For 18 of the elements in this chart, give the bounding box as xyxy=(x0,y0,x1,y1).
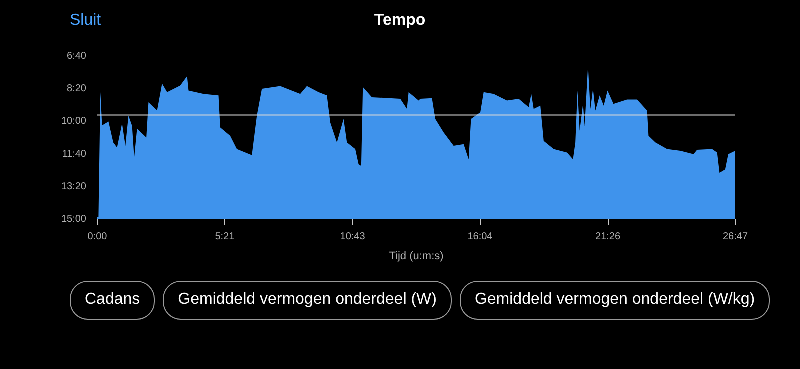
x-tick-label: 16:04 xyxy=(468,232,494,242)
x-tick-label: 26:47 xyxy=(722,232,748,242)
y-tick-label: 10:00 xyxy=(61,116,87,128)
x-tick-label: 21:26 xyxy=(596,232,622,242)
x-tick-label: 10:43 xyxy=(340,232,366,242)
y-tick-label: 8:20 xyxy=(67,84,87,95)
chart-title: Tempo xyxy=(374,12,426,29)
x-tick-label: 0:00 xyxy=(88,232,108,242)
text: Sluit xyxy=(70,11,102,31)
text: Gemiddeld vermogen onderdeel (W/kg) xyxy=(460,281,770,320)
y-tick-label: 11:40 xyxy=(62,148,87,160)
x-axis-title: Tijd (u:m:s) xyxy=(389,250,444,262)
y-tick-label: 6:40 xyxy=(67,51,87,62)
x-tick-label: 5:21 xyxy=(215,232,236,242)
y-tick-label: 15:00 xyxy=(61,214,87,225)
text: Gemiddeld vermogen onderdeel (W) xyxy=(163,281,452,320)
text: Cadans xyxy=(70,281,156,320)
y-tick-label: 13:20 xyxy=(61,181,87,192)
